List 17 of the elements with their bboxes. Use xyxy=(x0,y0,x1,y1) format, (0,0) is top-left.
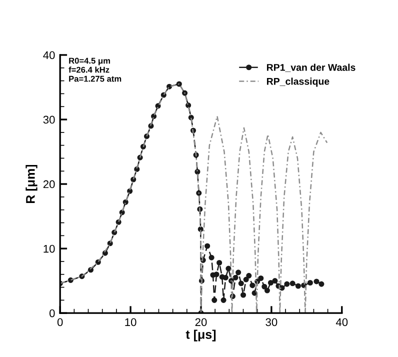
y-tick-label: 20 xyxy=(43,180,55,188)
annotation: R0=4.5 μm xyxy=(69,58,110,66)
x-tick-label: 20 xyxy=(195,318,207,326)
x-tick-label: 10 xyxy=(125,318,136,326)
x-tick-label: 30 xyxy=(266,318,278,326)
x-axis-title: t [μs] xyxy=(186,330,216,342)
legend-label: RP_classique xyxy=(266,78,330,87)
y-tick-label: 0 xyxy=(49,309,55,318)
y-tick-label: 10 xyxy=(44,244,55,253)
y-tick-label: 40 xyxy=(43,51,55,60)
y-tick-label: 30 xyxy=(43,116,55,124)
legend-label: RP1_van der Waals xyxy=(266,64,356,72)
annotation: Pa=1.275 atm xyxy=(69,76,122,82)
y-axis-title: R [μm] xyxy=(26,164,38,203)
x-tick-label: 40 xyxy=(336,318,348,326)
annotation: f=26.4 kHz xyxy=(68,66,110,73)
x-tick-label: 0 xyxy=(57,318,63,326)
